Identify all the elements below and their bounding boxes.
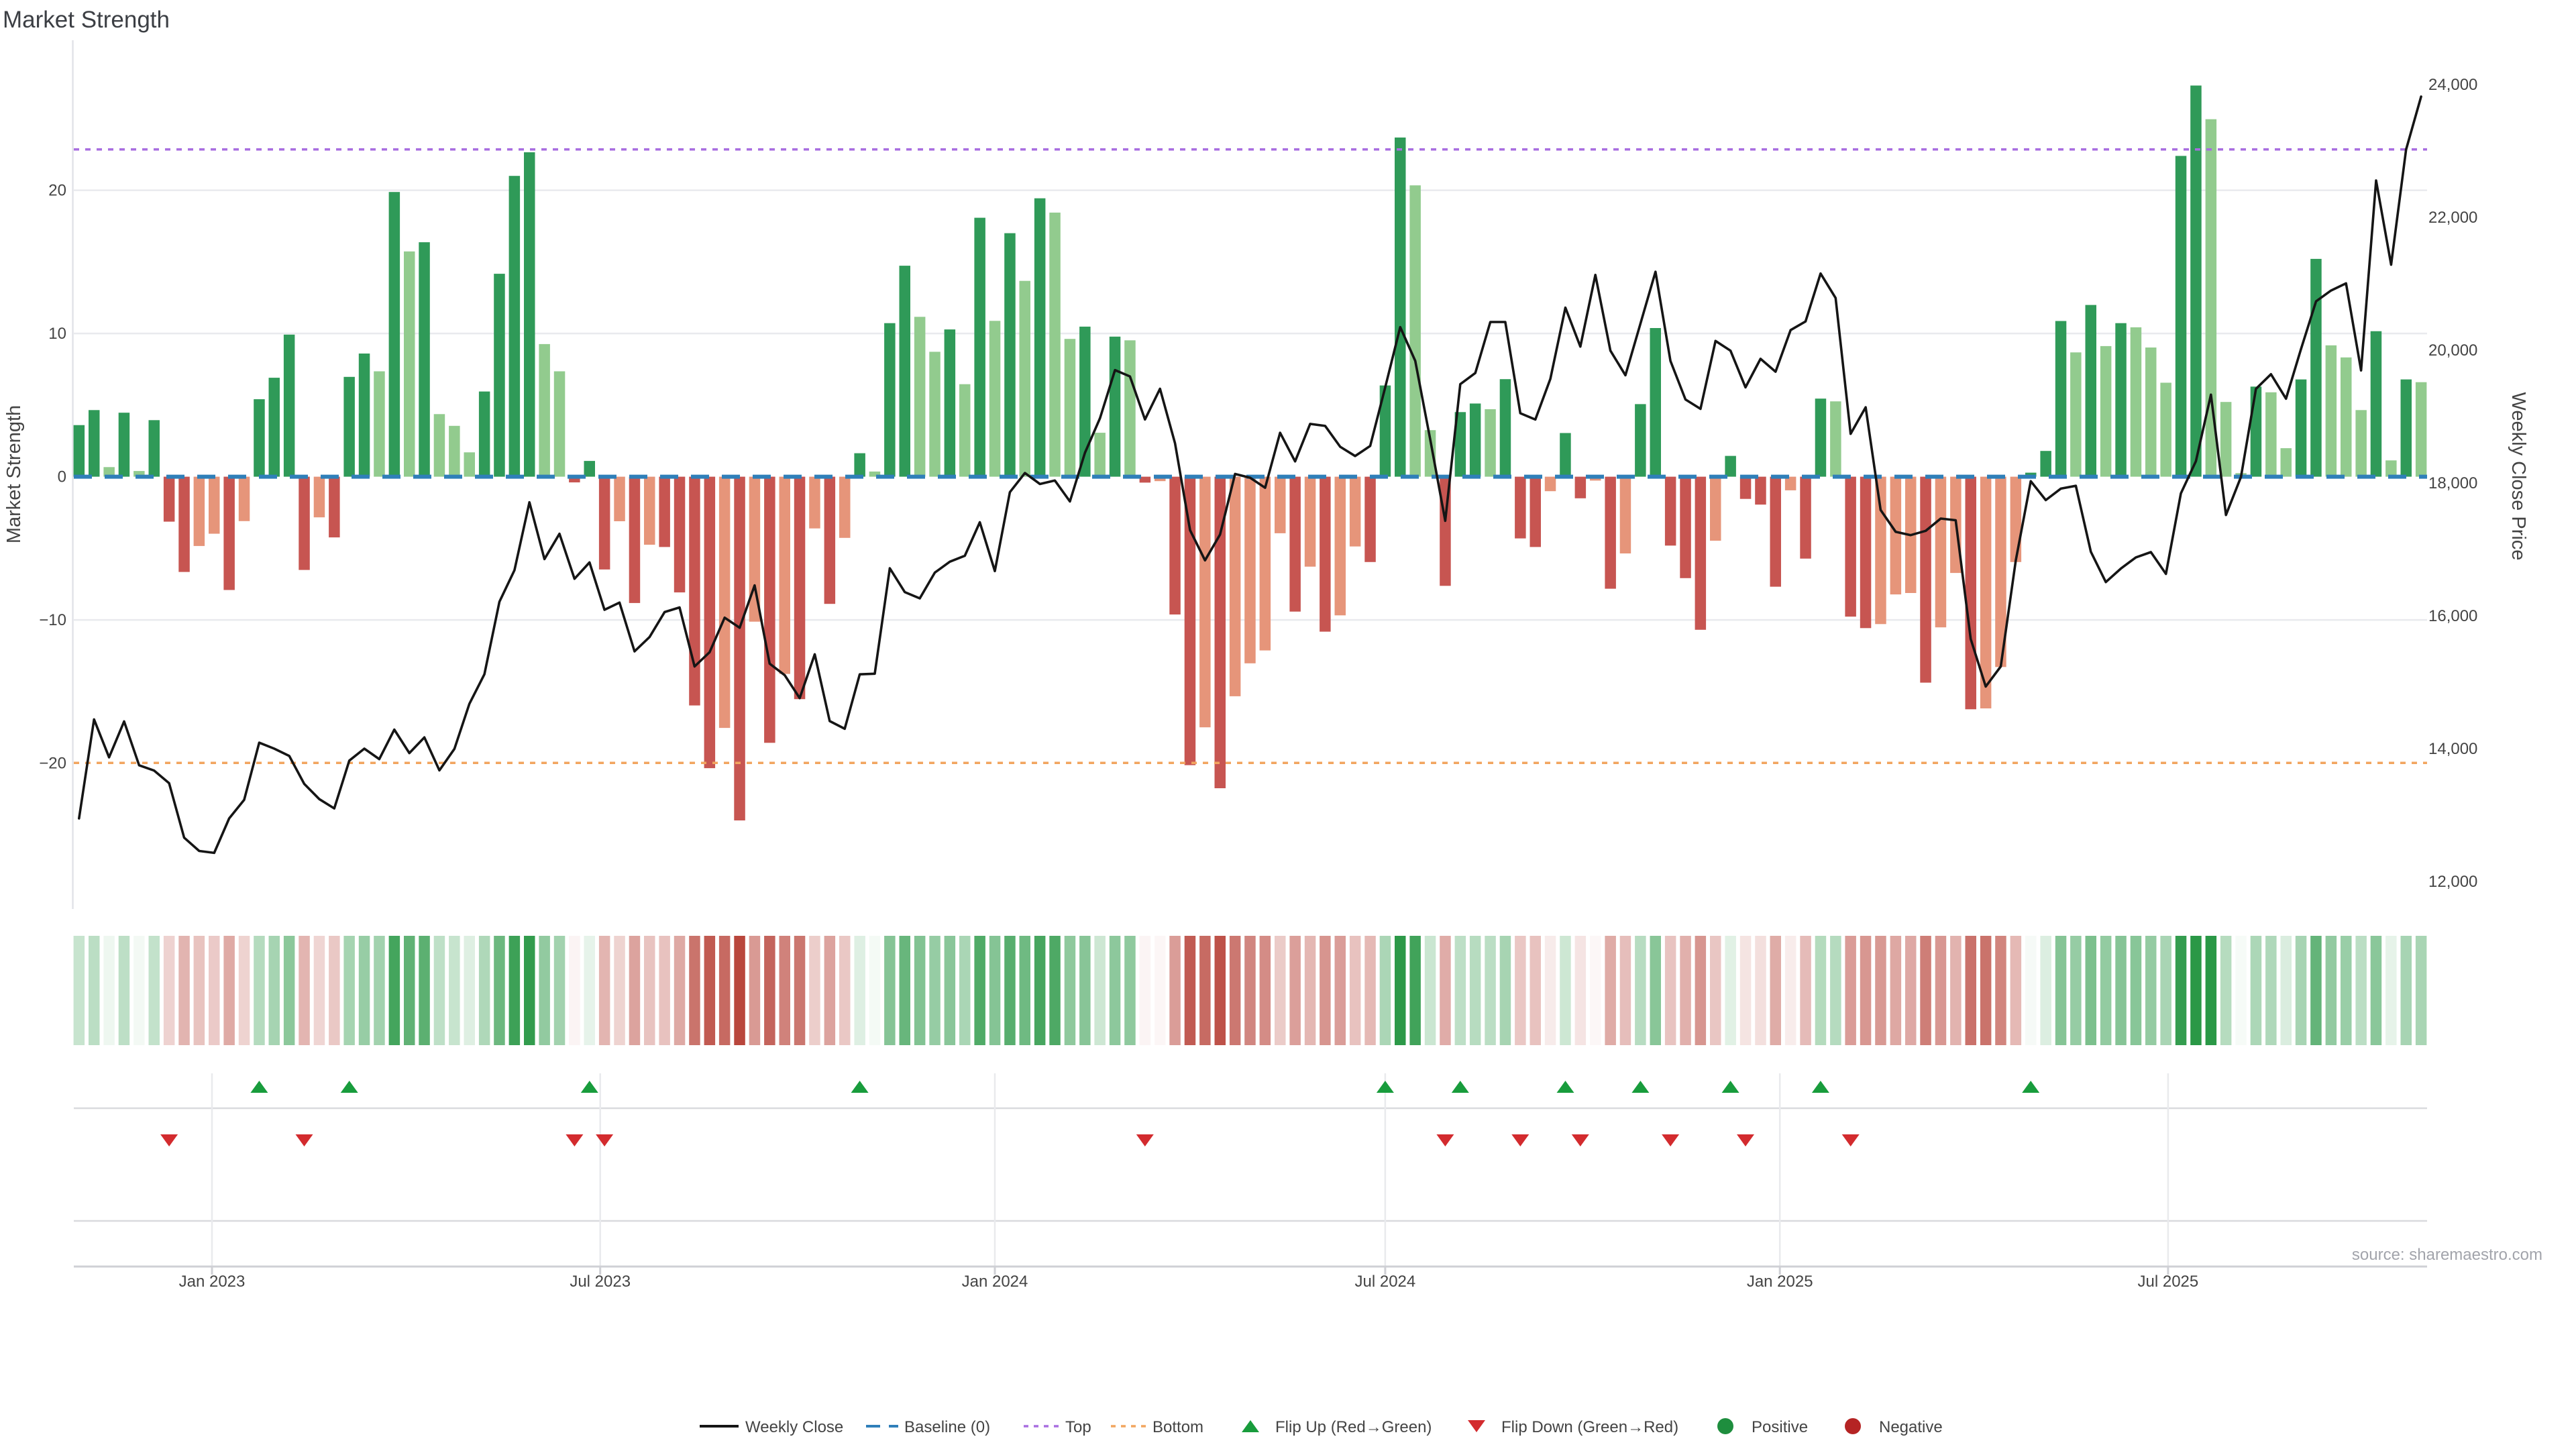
svg-text:Market Strength: Market Strength [3,7,170,33]
svg-text:−10: −10 [39,611,66,629]
svg-text:−20: −20 [39,755,66,773]
svg-text:Jan 2024: Jan 2024 [962,1273,1028,1291]
svg-text:18,000: 18,000 [2428,474,2477,492]
svg-text:Baseline (0): Baseline (0) [904,1418,990,1436]
svg-text:source: sharemaestro.com: source: sharemaestro.com [2352,1246,2542,1264]
svg-text:14,000: 14,000 [2428,740,2477,758]
svg-text:Jul 2025: Jul 2025 [2138,1273,2199,1291]
svg-text:Bottom: Bottom [1152,1418,1203,1436]
svg-text:Weekly Close: Weekly Close [745,1418,843,1436]
svg-text:20: 20 [48,182,66,200]
svg-text:Jul 2023: Jul 2023 [570,1273,631,1291]
svg-text:12,000: 12,000 [2428,873,2477,891]
svg-text:Flip Down (Green→Red): Flip Down (Green→Red) [1501,1418,1678,1436]
svg-text:Flip Up (Red→Green): Flip Up (Red→Green) [1275,1418,1432,1436]
svg-text:Jul 2024: Jul 2024 [1355,1273,1416,1291]
svg-text:Positive: Positive [1752,1418,1808,1436]
svg-text:10: 10 [48,325,66,343]
svg-text:20,000: 20,000 [2428,341,2477,360]
svg-text:Negative: Negative [1879,1418,1943,1436]
svg-text:Market Strength: Market Strength [3,405,25,543]
svg-text:Weekly Close Price: Weekly Close Price [2508,392,2529,561]
svg-text:22,000: 22,000 [2428,209,2477,227]
svg-text:Jan 2023: Jan 2023 [179,1273,246,1291]
svg-text:Jan 2025: Jan 2025 [1747,1273,1813,1291]
svg-text:0: 0 [58,468,66,486]
svg-text:24,000: 24,000 [2428,76,2477,94]
svg-text:16,000: 16,000 [2428,607,2477,625]
svg-text:Top: Top [1065,1418,1091,1436]
